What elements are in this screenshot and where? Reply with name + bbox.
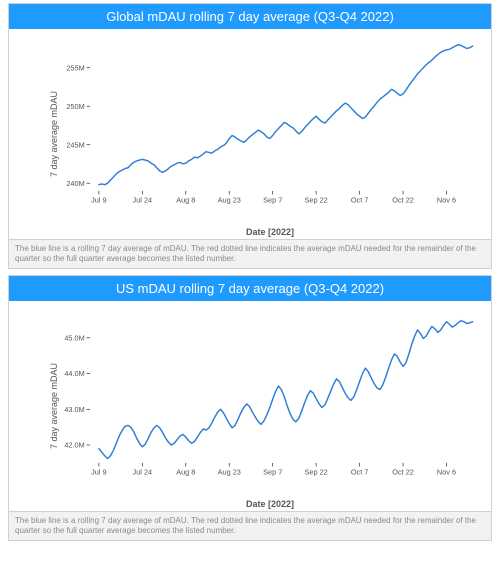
x-tick-label: Oct 22 xyxy=(392,468,414,477)
plot-area: 42.0M 43.0M 44.0M 45.0M Jul 9 Jul 24 Aug 8 Aug … xyxy=(59,311,481,479)
x-axis-label: Date [2022] xyxy=(59,227,481,237)
y-tick-label: 43.0M xyxy=(64,405,84,414)
x-tick-label: Aug 8 xyxy=(176,468,195,477)
x-tick-label: Sep 22 xyxy=(305,468,328,477)
x-tick-label: Oct 7 xyxy=(351,196,369,205)
y-tick-label: 245M xyxy=(66,140,84,149)
x-axis-label: Date [2022] xyxy=(59,499,481,509)
x-tick-label: Nov 6 xyxy=(437,468,456,477)
y-axis-label: 7 day average mDAU xyxy=(49,363,59,449)
x-tick-label: Aug 23 xyxy=(218,468,241,477)
chart-body: 7 day average mDAU 240M 245M 250M 255M Jul 9 J… xyxy=(9,29,491,239)
x-tick-label: Oct 22 xyxy=(392,196,414,205)
x-tick-label: Oct 7 xyxy=(351,468,369,477)
x-tick-label: Aug 8 xyxy=(176,196,195,205)
y-tick-label: 42.0M xyxy=(64,441,84,450)
chart-svg: 240M 245M 250M 255M Jul 9 Jul 24 Aug 8 Aug 23 Se… xyxy=(59,39,481,207)
x-tick-label: Jul 24 xyxy=(133,196,153,205)
chart-block-1: US mDAU rolling 7 day average (Q3-Q4 202… xyxy=(8,275,492,512)
chart-caption: The blue line is a rolling 7 day average… xyxy=(8,512,492,541)
y-tick-label: 45.0M xyxy=(64,334,84,343)
x-tick-label: Nov 6 xyxy=(437,196,456,205)
plot-area: 240M 245M 250M 255M Jul 9 Jul 24 Aug 8 Aug 23 Se… xyxy=(59,39,481,207)
y-tick-label: 44.0M xyxy=(64,369,84,378)
chart-body: 7 day average mDAU 42.0M 43.0M 44.0M 45.0M Ju… xyxy=(9,301,491,511)
y-tick-label: 250M xyxy=(66,102,84,111)
chart-block-0: Global mDAU rolling 7 day average (Q3-Q4… xyxy=(8,3,492,240)
x-tick-label: Jul 9 xyxy=(91,196,106,205)
chart-title: Global mDAU rolling 7 day average (Q3-Q4… xyxy=(9,4,491,29)
y-tick-label: 255M xyxy=(66,64,84,73)
chart-caption: The blue line is a rolling 7 day average… xyxy=(8,240,492,269)
y-axis-label: 7 day average mDAU xyxy=(49,91,59,177)
data-line xyxy=(99,45,473,185)
y-tick-label: 240M xyxy=(66,179,84,188)
x-tick-label: Sep 22 xyxy=(305,196,328,205)
data-line xyxy=(99,321,473,459)
x-tick-label: Aug 23 xyxy=(218,196,241,205)
x-tick-label: Sep 7 xyxy=(263,196,282,205)
x-tick-label: Sep 7 xyxy=(263,468,282,477)
chart-svg: 42.0M 43.0M 44.0M 45.0M Jul 9 Jul 24 Aug 8 Aug … xyxy=(59,311,481,479)
x-tick-label: Jul 9 xyxy=(91,468,106,477)
x-tick-label: Jul 24 xyxy=(133,468,153,477)
chart-title: US mDAU rolling 7 day average (Q3-Q4 202… xyxy=(9,276,491,301)
